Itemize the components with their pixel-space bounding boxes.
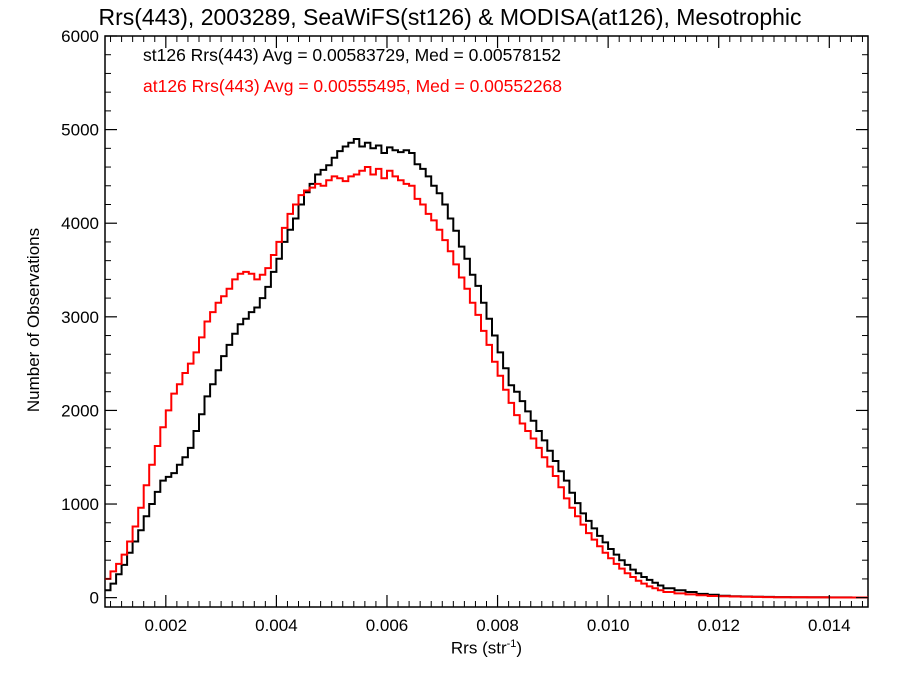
x-tick-label: 0.010	[587, 616, 630, 635]
x-tick-label: 0.002	[145, 616, 188, 635]
x-tick-label: 0.014	[808, 616, 851, 635]
axes-layer: 0.002 0.004 0.006 0.008 0.010 0.012 0.014 0 1000…	[61, 27, 868, 635]
y-tick-label: 2000	[61, 401, 99, 420]
x-axis-label-exponent: -1	[506, 638, 517, 650]
y-tick-label: 6000	[61, 27, 99, 46]
y-tick-label: 5000	[61, 121, 99, 140]
legend-entry-st126: st126 Rrs(443) Avg = 0.00583729, Med = 0…	[143, 45, 562, 65]
x-axis-label-close: )	[516, 638, 523, 658]
y-axis-label: Number of Observations	[24, 227, 43, 413]
y-tick-label: 1000	[61, 495, 99, 514]
x-axis-label-text: Rrs (str	[450, 638, 507, 658]
x-tick-label: 0.008	[476, 616, 519, 635]
y-tick-label: 3000	[61, 308, 99, 327]
x-tick-label: 0.006	[366, 616, 409, 635]
series-line-at126	[105, 166, 868, 599]
x-axis-label: Rrs (str-1)	[105, 638, 868, 659]
x-tick-label: 0.004	[255, 616, 298, 635]
legend-entry-at126: at126 Rrs(443) Avg = 0.00555495, Med = 0…	[143, 76, 563, 96]
chart-title: Rrs(443), 2003289, SeaWiFS(st126) & MODI…	[98, 4, 802, 30]
series-line-st126	[105, 138, 868, 599]
x-tick-label: 0.012	[697, 616, 740, 635]
y-tick-label: 0	[90, 589, 99, 608]
y-tick-label: 4000	[61, 214, 99, 233]
plot-frame	[104, 35, 869, 608]
plot-area	[104, 35, 869, 608]
series-layer	[105, 138, 868, 599]
